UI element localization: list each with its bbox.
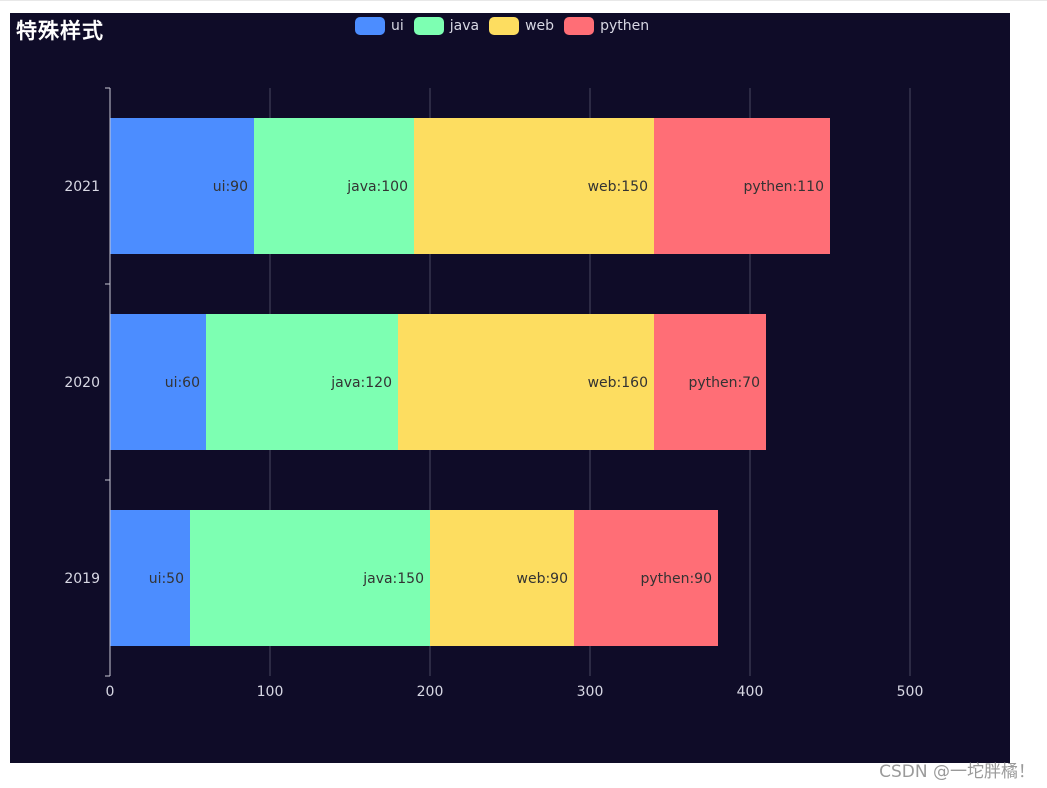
x-tick-label: 200: [417, 684, 444, 700]
legend: ui java web pythen: [355, 17, 659, 35]
bar-java-2019: [190, 510, 430, 646]
data-label-pythen-2021: pythen:110: [744, 179, 824, 195]
bar-java-2020: [206, 314, 398, 450]
legend-swatch-web: [489, 17, 520, 35]
legend-swatch-pythen: [564, 17, 595, 35]
stacked-bar-chart: ui:50 java:150 web:90 pythen:90 2019 ui:60 jav…: [64, 87, 924, 700]
legend-item-java[interactable]: java: [413, 17, 480, 35]
data-label-web-2021: web:150: [588, 179, 648, 195]
x-tick-label: 400: [737, 684, 764, 700]
x-tick-label: 300: [577, 684, 604, 700]
chart-title: 特殊样式: [16, 19, 104, 43]
legend-item-pythen[interactable]: pythen: [564, 17, 649, 35]
data-label-web-2019: web:90: [517, 571, 568, 587]
bar-pythen-2020: [654, 314, 766, 450]
data-label-pythen-2020: pythen:70: [688, 375, 760, 391]
data-label-java-2019: java:150: [362, 571, 424, 587]
legend-item-web[interactable]: web: [489, 17, 554, 35]
data-label-ui-2021: ui:90: [213, 179, 248, 195]
bar-ui-2020: [110, 314, 206, 450]
bar-java-2021: [254, 118, 414, 254]
data-label-web-2020: web:160: [588, 375, 648, 391]
bar-ui-2019: [110, 510, 190, 646]
legend-label-ui: ui: [391, 18, 404, 34]
data-label-ui-2020: ui:60: [165, 375, 200, 391]
legend-label-pythen: pythen: [600, 18, 650, 34]
watermark: CSDN @一坨胖橘！: [879, 762, 1035, 782]
chart-panel: 特殊样式 ui java web pythen ui:50 java:150 web…: [10, 13, 1010, 763]
data-label-pythen-2019: pythen:90: [640, 571, 712, 587]
legend-swatch-ui: [355, 17, 385, 35]
y-tick-label: 2020: [64, 375, 100, 391]
bar-web-2020: [398, 314, 654, 450]
bar-ui-2021: [110, 118, 254, 254]
legend-label-web: web: [525, 18, 555, 34]
bar-web-2021: [414, 118, 654, 254]
bar-pythen-2019: [574, 510, 718, 646]
legend-label-java: java: [449, 18, 480, 34]
x-tick-label: 100: [257, 684, 284, 700]
legend-item-ui[interactable]: ui: [355, 17, 404, 35]
data-label-java-2020: java:120: [330, 375, 392, 391]
y-tick-label: 2021: [64, 179, 100, 195]
x-tick-label: 500: [897, 684, 924, 700]
bar-web-2019: [430, 510, 574, 646]
y-tick-label: 2019: [64, 571, 100, 587]
bar-pythen-2021: [654, 118, 830, 254]
data-label-ui-2019: ui:50: [149, 571, 184, 587]
data-label-java-2021: java:100: [346, 179, 408, 195]
legend-swatch-java: [413, 17, 444, 35]
x-tick-label: 0: [106, 684, 115, 700]
top-border: [0, 0, 1047, 1]
